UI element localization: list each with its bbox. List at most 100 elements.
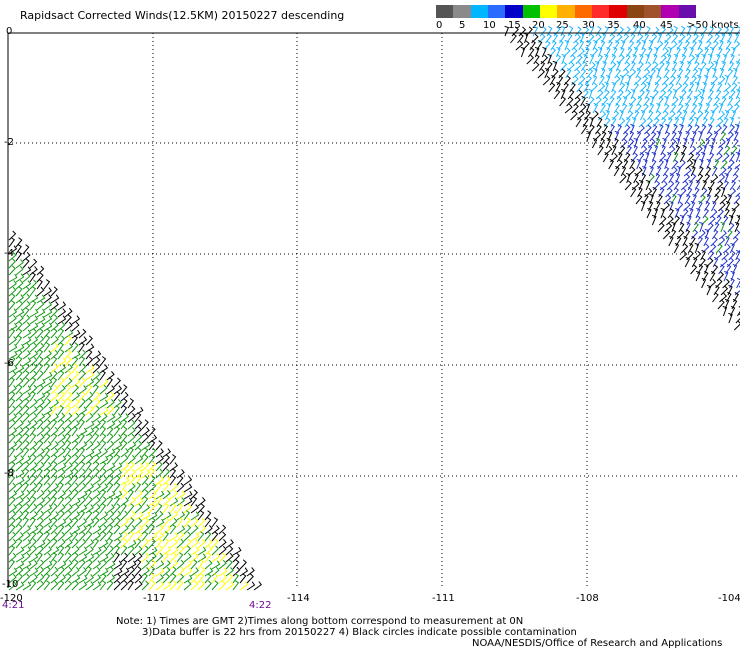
- wind-barb: [50, 538, 58, 549]
- wind-barb: [683, 102, 690, 114]
- wind-barb: [566, 33, 573, 44]
- wind-barb: [622, 61, 631, 72]
- wind-barb: [211, 531, 219, 542]
- wind-barb: [57, 405, 65, 416]
- wind-barb: [50, 503, 58, 514]
- wind-barb: [674, 207, 680, 219]
- wind-barb: [169, 454, 177, 465]
- wind-barb: [594, 33, 602, 44]
- wind-barb: [711, 229, 719, 240]
- wind-barb: [148, 580, 156, 591]
- wind-barb: [15, 469, 25, 479]
- wind-barb: [604, 81, 609, 93]
- legend-label: 35: [607, 20, 620, 31]
- wind-barb: [647, 74, 653, 86]
- wind-barb: [682, 173, 691, 184]
- wind-barb: [64, 391, 73, 402]
- wind-barb: [15, 321, 23, 332]
- wind-barb: [679, 214, 685, 226]
- wind-barb: [727, 60, 735, 72]
- wind-barb: [71, 489, 79, 500]
- wind-barb: [29, 286, 37, 297]
- wind-barb: [155, 503, 163, 514]
- wind-barb: [648, 138, 656, 149]
- wind-barb: [609, 152, 618, 163]
- wind-barb: [606, 39, 613, 51]
- wind-barb: [57, 481, 64, 493]
- wind-barb: [183, 510, 191, 521]
- wind-barb: [671, 96, 679, 107]
- wind-barb: [85, 412, 94, 423]
- wind-barb: [698, 194, 706, 205]
- wind-barb: [183, 552, 192, 563]
- wind-barb: [644, 151, 650, 163]
- wind-barb: [645, 53, 650, 65]
- wind-barb: [71, 511, 81, 521]
- wind-barb: [592, 39, 598, 51]
- wind-barb: [64, 447, 72, 458]
- wind-barb: [36, 517, 45, 528]
- wind-barb: [707, 151, 715, 163]
- wind-barb: [522, 40, 530, 51]
- wind-barb: [676, 165, 682, 177]
- wind-barb: [78, 432, 85, 444]
- wind-barb: [85, 553, 95, 563]
- wind-barb: [57, 524, 65, 535]
- wind-barb: [15, 524, 23, 535]
- wind-barb: [22, 482, 30, 493]
- wind-barb: [694, 81, 700, 93]
- wind-barb: [613, 165, 620, 177]
- wind-barb: [15, 286, 23, 297]
- wind-barb: [592, 102, 599, 114]
- wind-barb: [730, 145, 738, 156]
- wind-barb: [723, 207, 730, 219]
- wind-barb: [36, 398, 45, 409]
- wind-barb: [50, 468, 58, 479]
- wind-barb: [662, 39, 669, 51]
- wind-barb: [572, 68, 581, 79]
- wind-barb: [43, 461, 52, 472]
- wind-barb: [560, 88, 566, 100]
- wind-barb: [71, 517, 79, 528]
- wind-barb: [134, 406, 144, 416]
- wind-barb: [57, 384, 66, 395]
- wind-barb: [662, 103, 670, 114]
- wind-barb: [127, 468, 136, 479]
- wind-barb: [50, 370, 58, 381]
- wind-barb: [92, 496, 101, 507]
- wind-barb: [637, 152, 645, 163]
- wind-barb: [162, 538, 170, 549]
- wind-barb: [99, 448, 108, 458]
- wind-barb: [204, 517, 212, 528]
- wind-barb: [78, 461, 86, 472]
- wind-barb: [591, 110, 599, 121]
- wind-barb: [99, 468, 107, 479]
- wind-barb: [36, 433, 45, 444]
- legend-label: 45: [660, 20, 673, 31]
- wind-barb: [669, 40, 678, 51]
- wind-barb: [598, 110, 607, 121]
- wind-barb: [598, 74, 605, 86]
- wind-barb: [155, 538, 163, 549]
- wind-barb: [22, 342, 31, 353]
- wind-barb: [50, 454, 58, 465]
- wind-barb: [673, 215, 681, 226]
- wind-barb: [734, 285, 740, 296]
- wind-barb: [735, 214, 740, 226]
- wind-barb: [120, 524, 129, 535]
- wind-barb: [64, 573, 72, 584]
- wind-barb: [141, 580, 150, 591]
- wind-barb: [78, 518, 87, 528]
- wind-barb: [680, 53, 687, 65]
- wind-barb: [50, 475, 58, 486]
- wind-barb: [8, 265, 16, 276]
- wind-barb: [99, 553, 109, 563]
- wind-barb: [64, 335, 72, 346]
- wind-barb: [715, 180, 724, 191]
- wind-barb: [645, 179, 651, 191]
- wind-barb: [71, 552, 79, 563]
- wind-barb: [526, 54, 535, 65]
- wind-barb: [197, 546, 207, 556]
- wind-barb: [78, 418, 85, 430]
- wind-barb: [183, 483, 193, 493]
